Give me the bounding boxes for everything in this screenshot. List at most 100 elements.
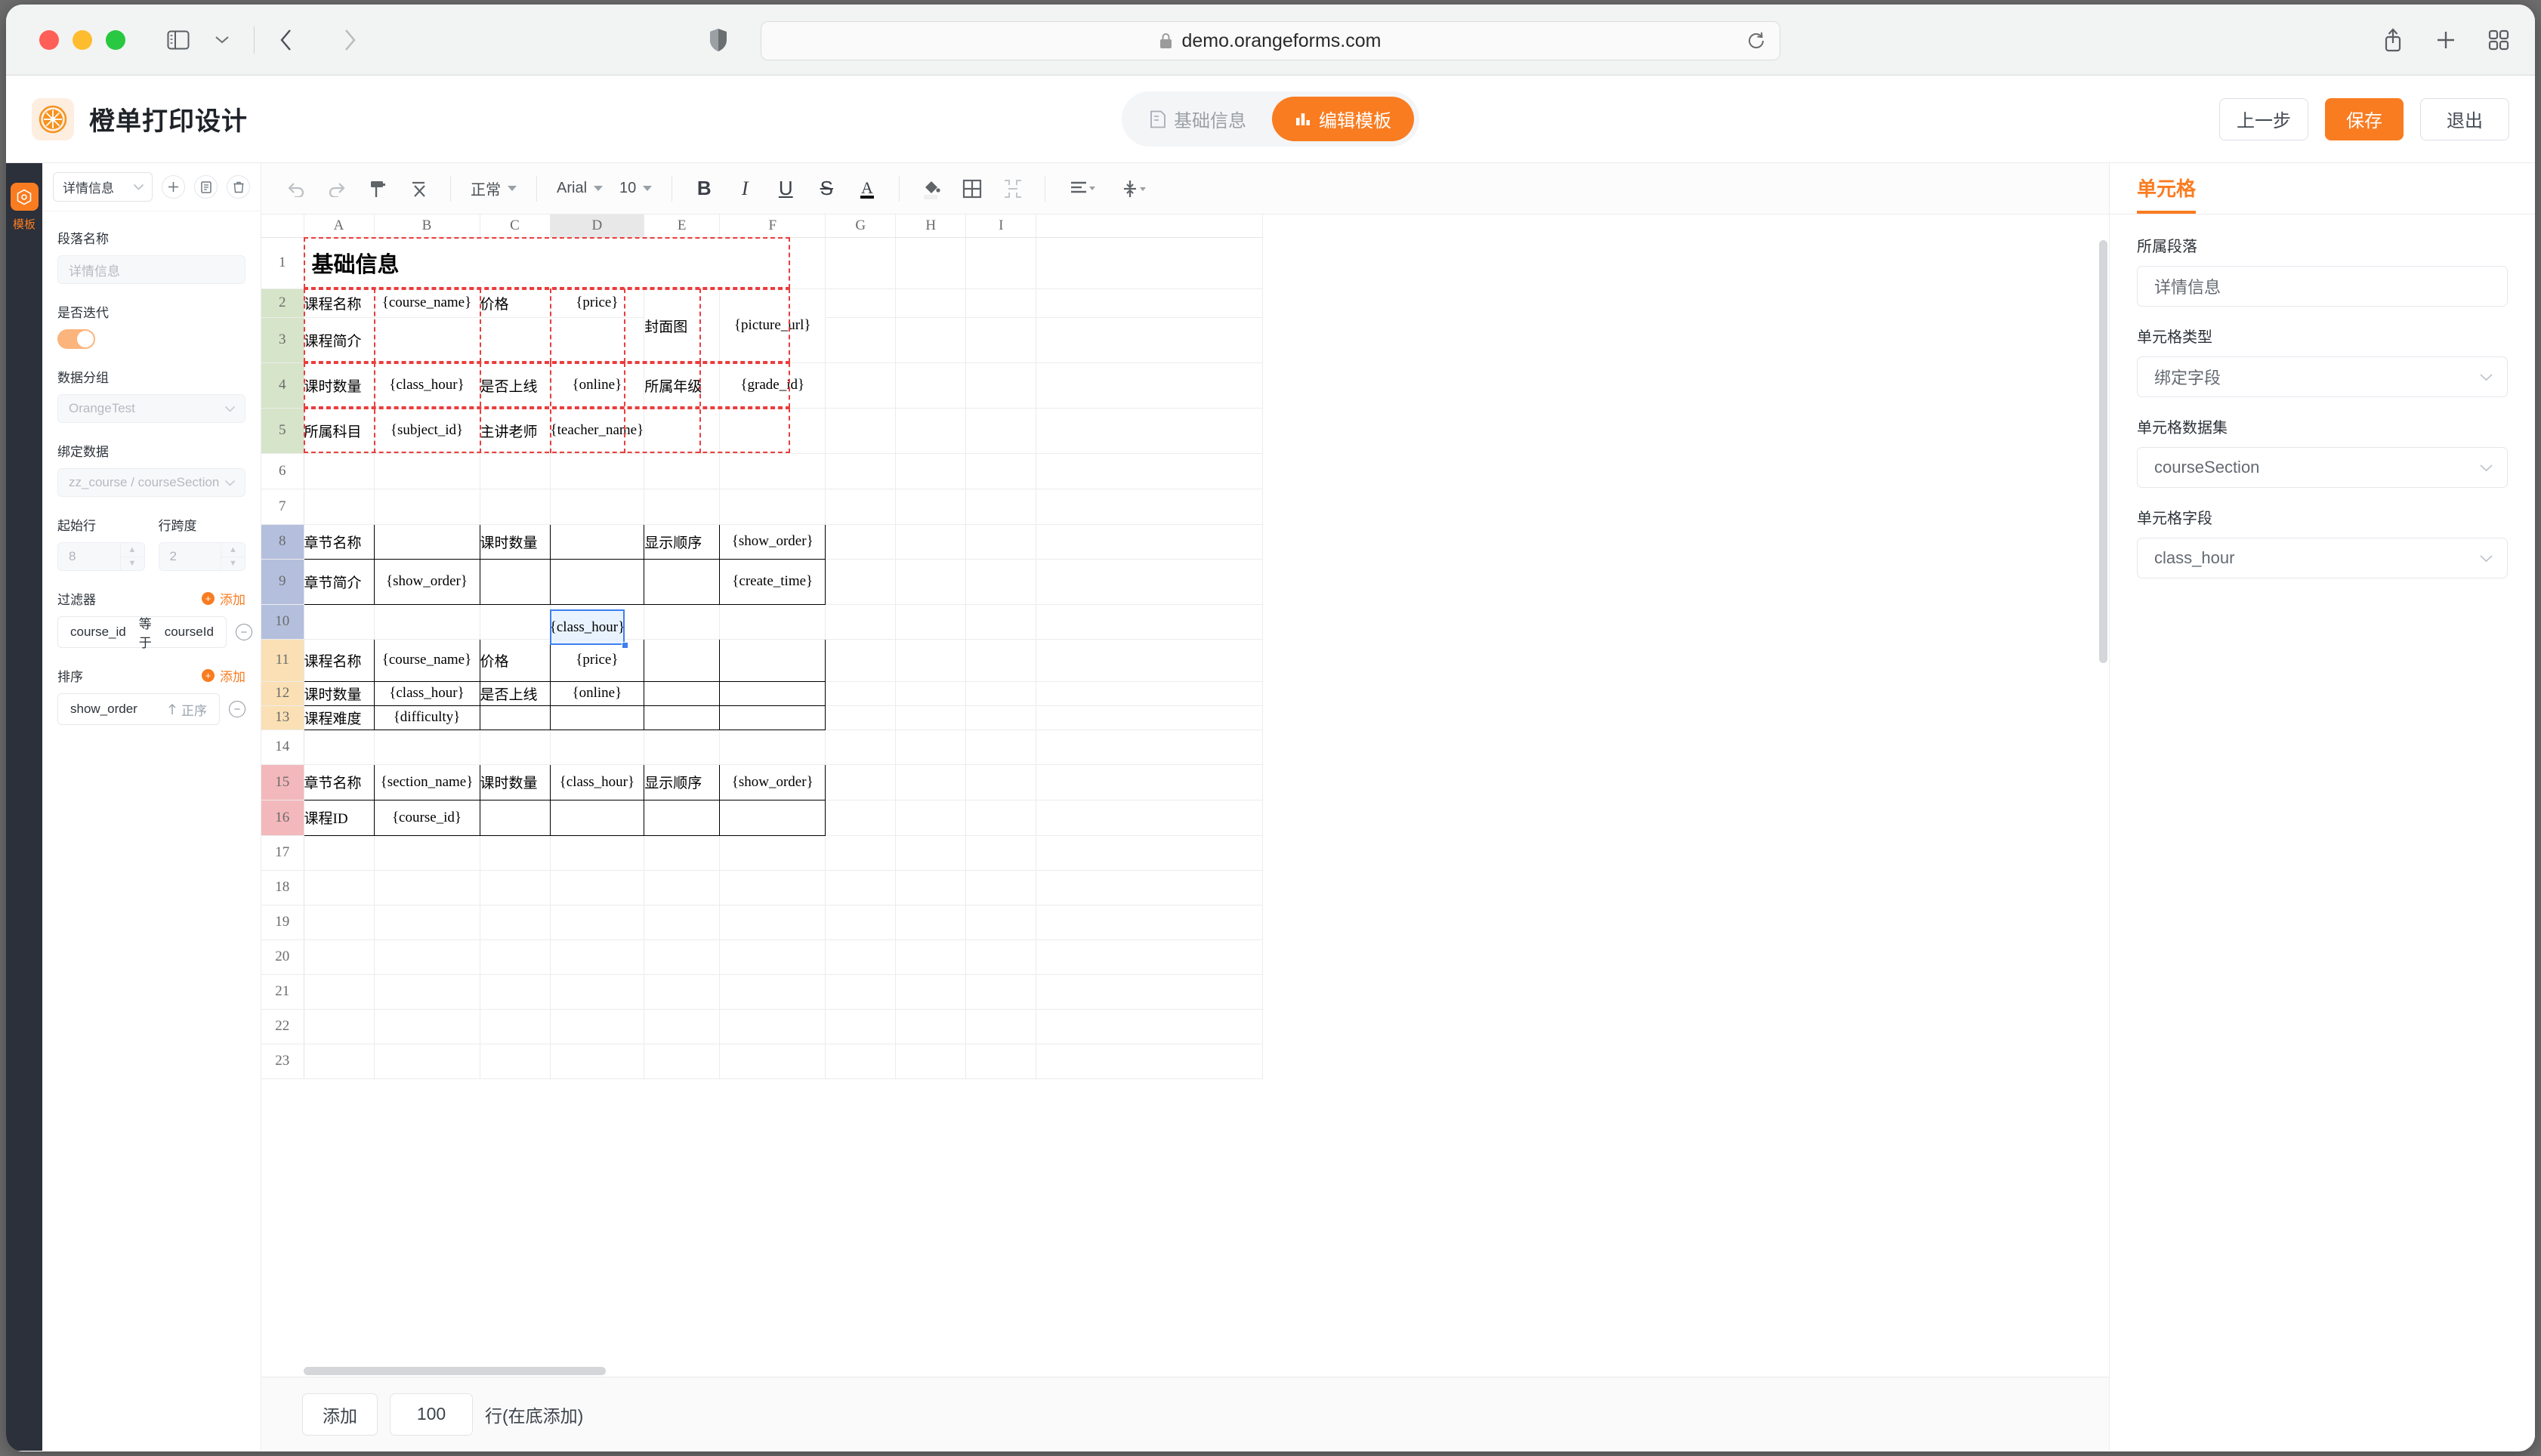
- column-header-e[interactable]: E: [644, 214, 721, 238]
- cell-c19[interactable]: [480, 905, 551, 940]
- horizontal-scrollbar[interactable]: [304, 1367, 2109, 1375]
- cell-h17[interactable]: [895, 835, 967, 871]
- minimize-window-button[interactable]: [73, 29, 92, 50]
- cell-c17[interactable]: [480, 835, 551, 871]
- stepper-down-icon[interactable]: ▼: [120, 556, 144, 571]
- cell-e22[interactable]: [644, 1009, 721, 1044]
- row-header-11[interactable]: 11: [261, 639, 304, 682]
- italic-button[interactable]: I: [741, 177, 749, 199]
- cell-c10[interactable]: [480, 604, 551, 640]
- cell-a17[interactable]: [304, 835, 375, 871]
- cell-d23[interactable]: [550, 1044, 645, 1079]
- cell-d16[interactable]: [550, 800, 645, 836]
- column-header-a[interactable]: A: [304, 214, 375, 238]
- stepper-arrows[interactable]: ▲ ▼: [119, 543, 144, 571]
- cell-e10[interactable]: [644, 604, 721, 640]
- cell-f18[interactable]: [719, 870, 826, 905]
- row-header-13[interactable]: 13: [261, 705, 304, 730]
- cell-g20[interactable]: [825, 939, 897, 975]
- cell-d21[interactable]: [550, 974, 645, 1010]
- cell-g5[interactable]: [825, 408, 897, 454]
- cell-g18[interactable]: [825, 870, 897, 905]
- cell-c4[interactable]: 是否上线: [480, 362, 551, 409]
- share-icon[interactable]: [2382, 27, 2404, 53]
- belong-paragraph-input[interactable]: 详情信息: [2137, 266, 2508, 307]
- cell-d2[interactable]: {price}: [550, 288, 645, 318]
- cell-a20[interactable]: [304, 939, 375, 975]
- cell-b7[interactable]: [374, 489, 480, 525]
- cell-a14[interactable]: [304, 730, 375, 765]
- cell-i8[interactable]: [965, 524, 1037, 560]
- cell-i7[interactable]: [965, 489, 1037, 525]
- row-header-7[interactable]: 7: [261, 489, 304, 525]
- paragraph-name-input[interactable]: 详情信息: [57, 255, 245, 284]
- cell-f20[interactable]: [719, 939, 826, 975]
- cell-field-select[interactable]: class_hour: [2137, 538, 2508, 578]
- stepper-up-icon[interactable]: ▲: [128, 544, 137, 554]
- cell-f8[interactable]: {show_order}: [719, 524, 826, 560]
- bind-data-select[interactable]: zz_course / courseSection: [57, 468, 245, 497]
- cell-d11[interactable]: {price}: [550, 639, 645, 682]
- cell-g19[interactable]: [825, 905, 897, 940]
- add-rows-count-input[interactable]: 100: [390, 1393, 473, 1436]
- cell-g1[interactable]: [825, 237, 897, 289]
- cell-dataset-select[interactable]: courseSection: [2137, 447, 2508, 488]
- cell-e23[interactable]: [644, 1044, 721, 1079]
- stepper-arrows[interactable]: ▲ ▼: [221, 543, 245, 570]
- filter-item[interactable]: course_id 等于 courseId: [57, 616, 227, 650]
- cell-d6[interactable]: [550, 453, 645, 489]
- cell-d4[interactable]: {online}: [550, 362, 645, 409]
- cell-h22[interactable]: [895, 1009, 967, 1044]
- cell-d7[interactable]: [550, 489, 645, 525]
- cell-d20[interactable]: [550, 939, 645, 975]
- merge-cells-icon[interactable]: [995, 171, 1031, 207]
- cell-i4[interactable]: [965, 362, 1037, 409]
- stepper-down-icon[interactable]: ▼: [221, 556, 245, 571]
- cell-h7[interactable]: [895, 489, 967, 525]
- cell-g11[interactable]: [825, 639, 897, 682]
- close-window-button[interactable]: [39, 29, 59, 50]
- cell-b19[interactable]: [374, 905, 480, 940]
- cell-i2[interactable]: [965, 288, 1037, 318]
- cell-c6[interactable]: [480, 453, 551, 489]
- font-select[interactable]: Arial: [551, 180, 609, 197]
- cell-d22[interactable]: [550, 1009, 645, 1044]
- cell-h13[interactable]: [895, 705, 967, 730]
- cell-e16[interactable]: [644, 800, 721, 836]
- cell-c21[interactable]: [480, 974, 551, 1010]
- cell-b17[interactable]: [374, 835, 480, 871]
- iterate-toggle[interactable]: [57, 329, 95, 349]
- cell-c20[interactable]: [480, 939, 551, 975]
- cell-f11[interactable]: [719, 639, 826, 682]
- cell-h3[interactable]: [895, 317, 967, 363]
- cell-b16[interactable]: {course_id}: [374, 800, 480, 836]
- cell-d18[interactable]: [550, 870, 645, 905]
- cell-b8[interactable]: [374, 524, 480, 560]
- cell-f13[interactable]: [719, 705, 826, 730]
- cell-c12[interactable]: 是否上线: [480, 681, 551, 706]
- cell-b11[interactable]: {course_name}: [374, 639, 480, 682]
- tab-basic-info[interactable]: 基础信息: [1127, 97, 1269, 141]
- row-header-21[interactable]: 21: [261, 974, 304, 1010]
- cell-c18[interactable]: [480, 870, 551, 905]
- cell-i21[interactable]: [965, 974, 1037, 1010]
- cell-a10[interactable]: [304, 604, 375, 640]
- cell-c22[interactable]: [480, 1009, 551, 1044]
- cell-i1[interactable]: [965, 237, 1037, 289]
- delete-section-button[interactable]: [227, 175, 250, 199]
- cell-g6[interactable]: [825, 453, 897, 489]
- row-header-19[interactable]: 19: [261, 905, 304, 940]
- cell-type-select[interactable]: 绑定字段: [2137, 356, 2508, 397]
- cell-h18[interactable]: [895, 870, 967, 905]
- cell-b22[interactable]: [374, 1009, 480, 1044]
- clear-format-icon[interactable]: [400, 171, 437, 207]
- cell-i16[interactable]: [965, 800, 1037, 836]
- forward-arrow-icon[interactable]: [333, 23, 366, 57]
- cell-i3[interactable]: [965, 317, 1037, 363]
- row-header-18[interactable]: 18: [261, 870, 304, 905]
- cell-e9[interactable]: [644, 559, 721, 605]
- new-tab-plus-icon[interactable]: [2435, 29, 2456, 51]
- cell-a3[interactable]: 课程简介: [304, 317, 375, 363]
- cell-b21[interactable]: [374, 974, 480, 1010]
- cell-i23[interactable]: [965, 1044, 1037, 1079]
